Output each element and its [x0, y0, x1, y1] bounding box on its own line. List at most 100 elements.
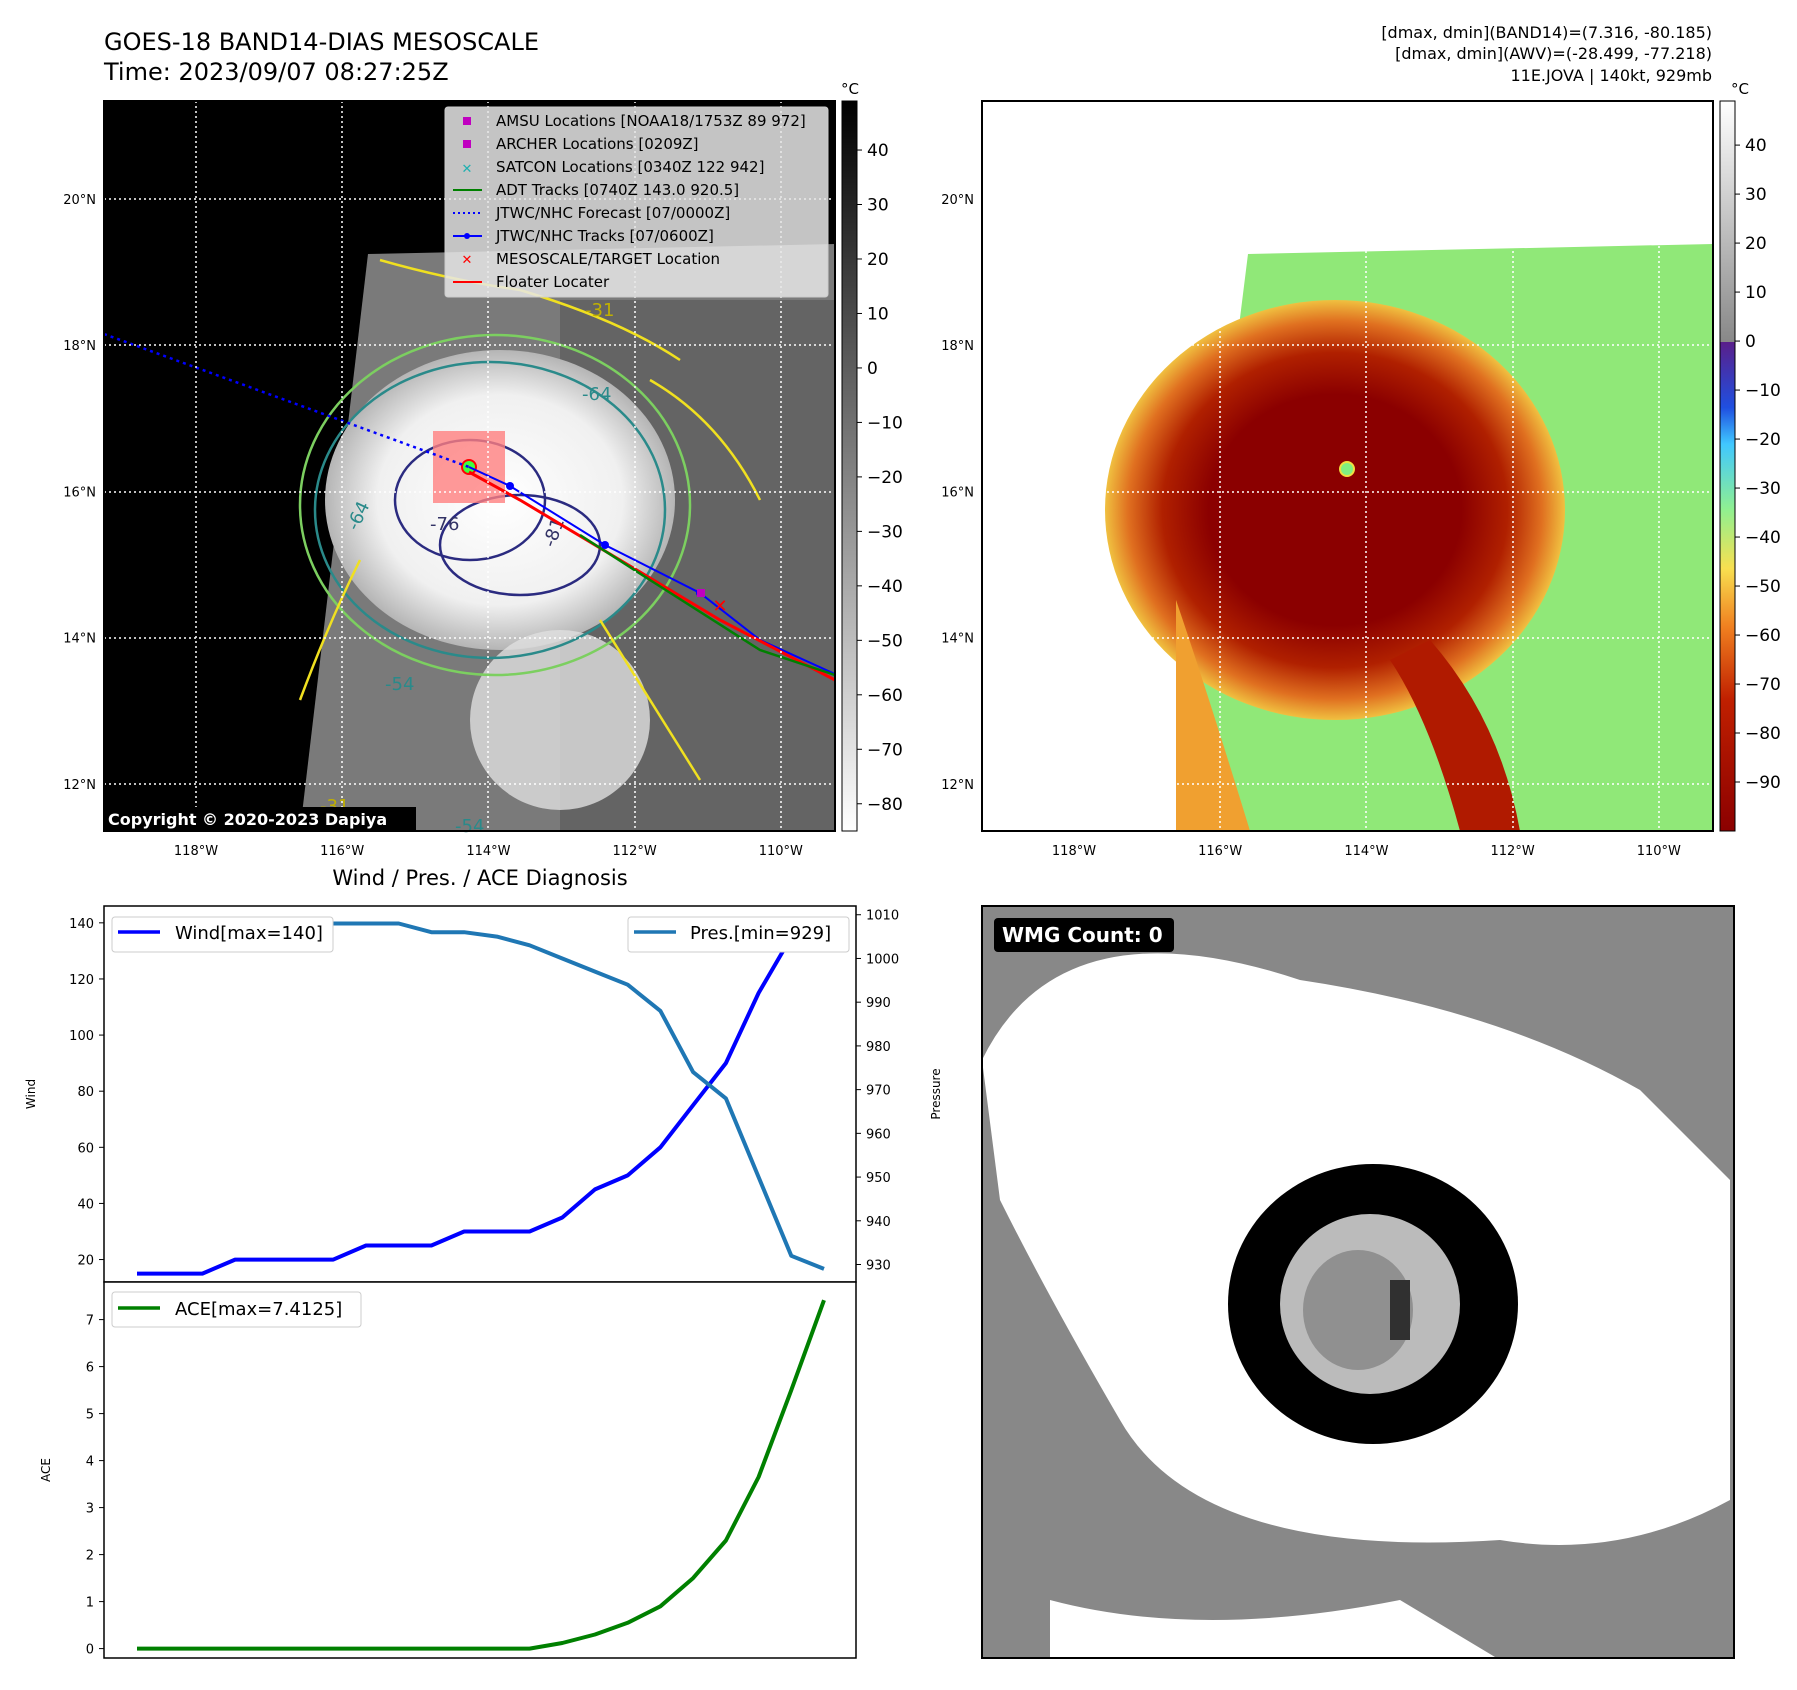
adt-track — [579, 533, 836, 677]
colorbar-right-tick-label: 20 — [1745, 234, 1767, 254]
map-lat-tick: 14°N — [63, 632, 96, 647]
awv-cold-core — [1105, 300, 1565, 720]
colorbar-left-tick-label: −10 — [867, 413, 903, 433]
pressure-ticks: 930 940 950 960 970 980 990 1000 1010 — [856, 909, 899, 1274]
ace-tick-label: 0 — [86, 1643, 94, 1658]
awv-frame — [981, 100, 1714, 832]
wmg-frame — [981, 905, 1735, 1659]
wind-tick-label: 80 — [77, 1085, 94, 1100]
ace-series — [137, 1299, 826, 1651]
pressure-tick-label: 1000 — [866, 952, 899, 967]
pressure-tick-label: 990 — [866, 996, 891, 1011]
colorbar-right-tick-label: 40 — [1745, 136, 1767, 156]
nhc-point-2 — [601, 541, 609, 549]
map-lon-tick: 118°W — [1052, 844, 1096, 859]
colorbar-right-tick-label: 30 — [1745, 185, 1767, 205]
colorbar-right-tick-label: −30 — [1745, 479, 1781, 499]
colorbar-right: °C 40 30 20 10 0 −10 −20 −30 −40 −50 −60 −70 −80 −90 — [1719, 80, 1781, 832]
map-lon-tick: 116°W — [1198, 844, 1242, 859]
pressure-tick-label: 930 — [866, 1259, 891, 1274]
ace-line — [137, 1299, 826, 1651]
ace-tick-label: 6 — [86, 1361, 94, 1376]
amsu-marker — [697, 589, 705, 597]
wmg-eye-dark — [1390, 1280, 1410, 1340]
map-lat-tick: 20°N — [941, 193, 974, 208]
ace-tick-label: 1 — [86, 1596, 94, 1611]
storm-info: 11E.JOVA | 140kt, 929mb — [1510, 66, 1712, 85]
wind-ticks: 20 40 60 80 100 120 140 — [69, 917, 104, 1269]
colorbar-left-tick-label: −50 — [867, 631, 903, 651]
colorbar-right-unit: °C — [1731, 80, 1749, 98]
ace-legend-label: ACE[max=7.4125] — [175, 1299, 342, 1320]
colorbar-left: °C 40 30 20 10 0 −10 −20 −30 −40 −50 −60 −70 −80 — [841, 80, 903, 832]
contour-mid — [313, 360, 667, 660]
colorbar-left-tick-label: 40 — [867, 141, 889, 161]
colorbar-right-tick-label: −70 — [1745, 675, 1781, 695]
colorbar-left-ticks: 40 30 20 10 0 −10 −20 −30 −40 −50 −60 −70 −80 — [857, 141, 903, 815]
map-lon-tick: 112°W — [1491, 844, 1535, 859]
legend-amsu: AMSU Locations [NOAA18/1753Z 89 972] — [496, 112, 806, 130]
colorbar-right-tick-label: 10 — [1745, 283, 1767, 303]
target-marker: ✕ — [712, 596, 727, 617]
colorbar-left-tick-label: −20 — [867, 468, 903, 488]
legend-archer: ARCHER Locations [0209Z] — [496, 135, 699, 153]
pressure-tick-label: 950 — [866, 1171, 891, 1186]
colorbar-left-tick-label: 0 — [867, 359, 878, 379]
figure-title: GOES-18 BAND14-DIAS MESOSCALE — [104, 28, 539, 56]
wind-tick-label: 140 — [69, 917, 94, 932]
wind-legend: Wind[max=140] — [111, 916, 334, 953]
colorbar-right-tick-label: −90 — [1745, 773, 1781, 793]
colorbar-left-gradient — [841, 100, 858, 832]
wind-tick-label: 40 — [77, 1197, 94, 1212]
ace-tick-label: 2 — [86, 1549, 94, 1564]
map-lat-tick: 12°N — [941, 778, 974, 793]
figure-time: Time: 2023/09/07 08:27:25Z — [103, 58, 449, 86]
map-lat-tick: 14°N — [941, 632, 974, 647]
map-lon-tick: 110°W — [1637, 844, 1681, 859]
ace-tick-label: 5 — [86, 1408, 94, 1423]
map-lat-tick: 16°N — [941, 485, 974, 500]
colorbar-right-gradient — [1719, 100, 1736, 832]
pressure-tick-label: 940 — [866, 1215, 891, 1230]
colorbar-left-tick-label: −40 — [867, 577, 903, 597]
wind-pressure-frame — [103, 905, 857, 1283]
wmg-label-box — [994, 918, 1174, 952]
contour-inner-2 — [438, 493, 602, 597]
map-lon-tick: 112°W — [613, 844, 657, 859]
colorbar-left-tick-label: −80 — [867, 795, 903, 815]
colorbar-left-tick-label: 10 — [867, 304, 889, 324]
wmg-eye-inner — [1303, 1250, 1413, 1370]
ace-legend: ACE[max=7.4125] — [111, 1291, 362, 1328]
map-lat-tick: 20°N — [63, 193, 96, 208]
contour-label-5: -31 — [585, 300, 614, 321]
contour-outer — [298, 333, 692, 677]
wind-ylabel: Wind — [24, 1079, 38, 1109]
nhc-point-1 — [506, 482, 514, 490]
copyright: Copyright © 2020-2023 Dapiya — [108, 810, 387, 829]
pressure-legend: Pres.[min=929] — [627, 916, 850, 953]
colorbar-right-tick-label: −10 — [1745, 381, 1781, 401]
map-legend: ✕ ✕ AMSU Locations [NOAA18/1753Z 89 972]… — [444, 106, 829, 298]
ace-frame — [103, 1281, 857, 1659]
map-lon-tick: 118°W — [174, 844, 218, 859]
nhc-track — [468, 466, 836, 675]
ace-ticks: 0 1 2 3 4 5 6 7 — [86, 1314, 104, 1658]
wmg-white-lower — [1050, 1600, 1500, 1660]
colorbar-right-tick-label: −80 — [1745, 724, 1781, 744]
contour-label-6: -64 — [582, 384, 611, 405]
stats-band14: [dmax, dmin](BAND14)=(7.316, -80.185) — [1381, 23, 1712, 42]
legend-forecast: JTWC/NHC Forecast [07/0000Z] — [495, 204, 730, 222]
ace-tick-label: 7 — [86, 1314, 94, 1329]
colorbar-right-ticks: 40 30 20 10 0 −10 −20 −30 −40 −50 −60 −70 −80 −90 — [1735, 136, 1781, 793]
map-lon-tick: 110°W — [759, 844, 803, 859]
colorbar-right-tick-label: −60 — [1745, 626, 1781, 646]
wmg-panel: WMG Count: 0 — [981, 905, 1735, 1660]
map-lon-tick: 114°W — [1344, 844, 1388, 859]
colorbar-right-tick-label: 0 — [1745, 332, 1756, 352]
awv-eye — [1339, 461, 1355, 477]
stats-awv: [dmax, dmin](AWV)=(-28.499, -77.218) — [1395, 44, 1712, 63]
legend-floater: Floater Locater — [496, 273, 610, 291]
colorbar-left-tick-label: 30 — [867, 196, 889, 216]
diagnosis-title: Wind / Pres. / ACE Diagnosis — [332, 866, 627, 890]
